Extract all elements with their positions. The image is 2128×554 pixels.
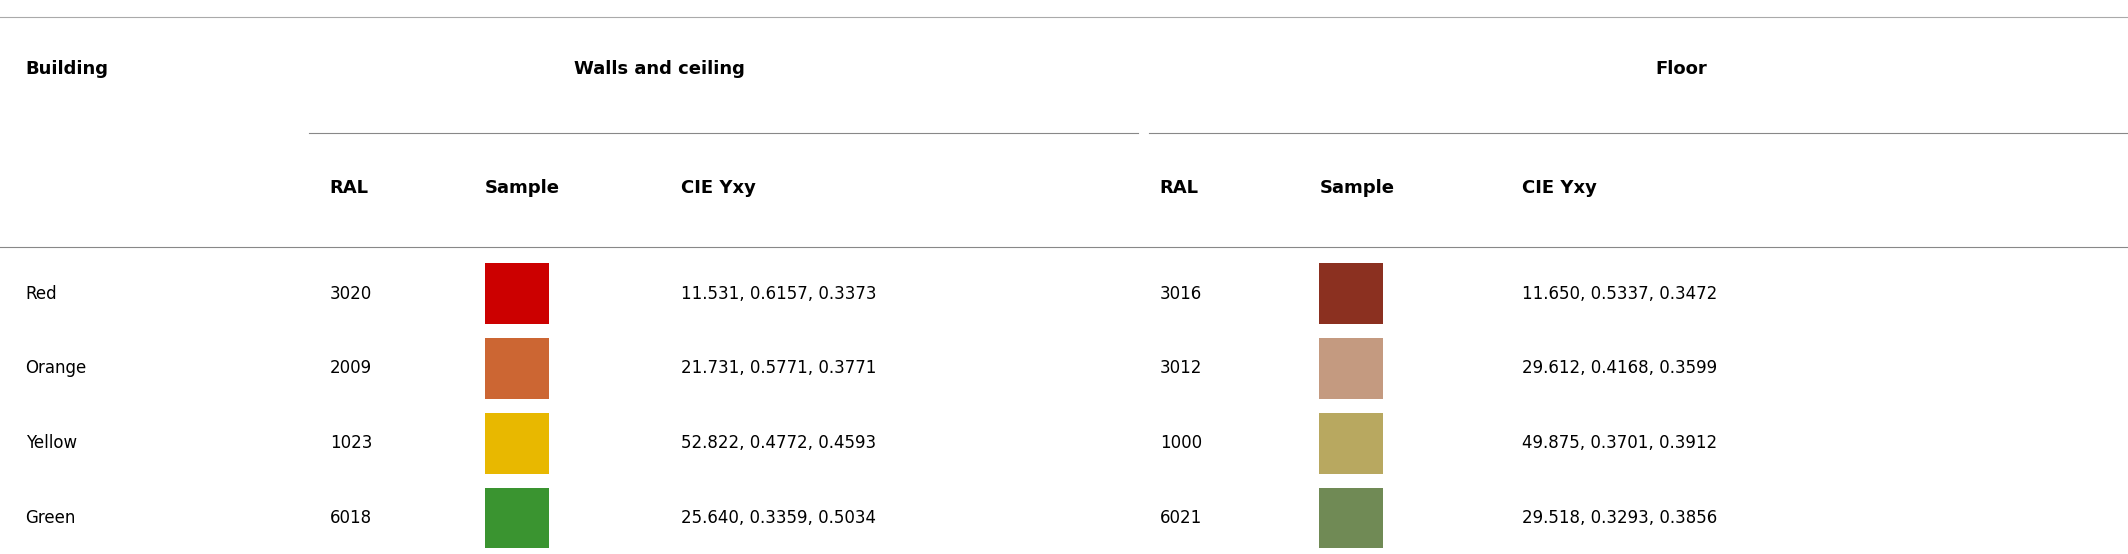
Text: Sample: Sample <box>1319 179 1394 197</box>
Text: Red: Red <box>26 285 57 302</box>
Text: 11.531, 0.6157, 0.3373: 11.531, 0.6157, 0.3373 <box>681 285 877 302</box>
Text: 52.822, 0.4772, 0.4593: 52.822, 0.4772, 0.4593 <box>681 434 877 452</box>
Bar <box>485 488 549 548</box>
Text: 11.650, 0.5337, 0.3472: 11.650, 0.5337, 0.3472 <box>1522 285 1717 302</box>
Text: 29.612, 0.4168, 0.3599: 29.612, 0.4168, 0.3599 <box>1522 360 1717 377</box>
Text: 6018: 6018 <box>330 509 372 527</box>
Bar <box>1319 338 1383 399</box>
Text: Floor: Floor <box>1656 60 1707 78</box>
Text: 29.518, 0.3293, 0.3856: 29.518, 0.3293, 0.3856 <box>1522 509 1717 527</box>
Text: 2009: 2009 <box>330 360 372 377</box>
Text: 3016: 3016 <box>1160 285 1202 302</box>
Text: 1023: 1023 <box>330 434 372 452</box>
Text: RAL: RAL <box>1160 179 1198 197</box>
Text: Sample: Sample <box>485 179 560 197</box>
Bar <box>1319 413 1383 474</box>
Text: 3020: 3020 <box>330 285 372 302</box>
Text: RAL: RAL <box>330 179 368 197</box>
Text: Orange: Orange <box>26 360 87 377</box>
Text: 1000: 1000 <box>1160 434 1202 452</box>
Bar <box>485 338 549 399</box>
Text: Yellow: Yellow <box>26 434 77 452</box>
Text: 49.875, 0.3701, 0.3912: 49.875, 0.3701, 0.3912 <box>1522 434 1717 452</box>
Text: CIE Yxy: CIE Yxy <box>681 179 755 197</box>
Bar <box>485 413 549 474</box>
Text: 3012: 3012 <box>1160 360 1202 377</box>
Text: 25.640, 0.3359, 0.5034: 25.640, 0.3359, 0.5034 <box>681 509 877 527</box>
Text: Building: Building <box>26 60 109 78</box>
Text: Walls and ceiling: Walls and ceiling <box>575 60 745 78</box>
Text: CIE Yxy: CIE Yxy <box>1522 179 1596 197</box>
Text: 6021: 6021 <box>1160 509 1202 527</box>
Bar <box>1319 488 1383 548</box>
Text: 21.731, 0.5771, 0.3771: 21.731, 0.5771, 0.3771 <box>681 360 877 377</box>
Bar <box>1319 263 1383 324</box>
Text: Green: Green <box>26 509 77 527</box>
Bar <box>485 263 549 324</box>
